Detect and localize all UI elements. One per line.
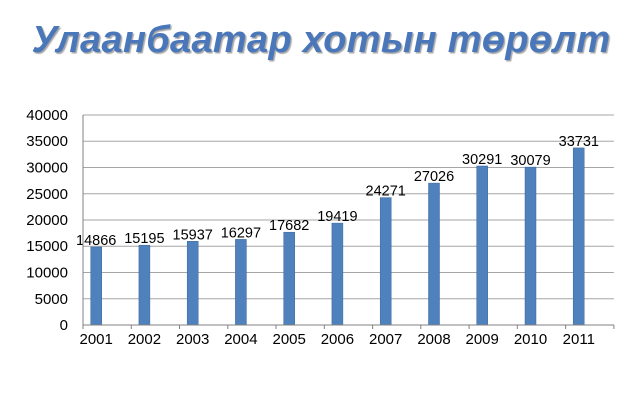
svg-text:24271: 24271	[366, 184, 406, 200]
svg-text:2006: 2006	[321, 331, 354, 348]
svg-text:14866: 14866	[76, 233, 116, 249]
svg-text:2010: 2010	[514, 331, 547, 348]
svg-text:19419: 19419	[317, 209, 357, 225]
svg-text:2001: 2001	[80, 331, 113, 348]
svg-text:25000: 25000	[26, 186, 68, 203]
svg-text:16297: 16297	[221, 225, 261, 241]
svg-text:30291: 30291	[462, 152, 502, 168]
svg-text:33731: 33731	[559, 134, 599, 150]
svg-text:20000: 20000	[26, 212, 68, 229]
svg-text:17682: 17682	[269, 218, 309, 234]
svg-text:15937: 15937	[173, 227, 213, 243]
svg-text:27026: 27026	[414, 169, 454, 185]
svg-text:2002: 2002	[128, 331, 161, 348]
svg-text:2007: 2007	[369, 331, 402, 348]
svg-text:0: 0	[60, 317, 68, 334]
svg-text:2005: 2005	[273, 331, 306, 348]
svg-text:15000: 15000	[26, 238, 68, 255]
svg-text:2009: 2009	[466, 331, 499, 348]
svg-text:30000: 30000	[26, 160, 68, 177]
svg-text:2003: 2003	[176, 331, 209, 348]
svg-text:40000: 40000	[26, 107, 68, 124]
svg-text:30079: 30079	[510, 153, 550, 169]
svg-text:15195: 15195	[124, 231, 164, 247]
svg-text:2004: 2004	[224, 331, 257, 348]
svg-text:10000: 10000	[26, 265, 68, 282]
svg-text:2011: 2011	[563, 331, 595, 348]
svg-text:5000: 5000	[35, 291, 68, 308]
svg-text:35000: 35000	[26, 133, 68, 150]
svg-text:2008: 2008	[417, 331, 450, 348]
